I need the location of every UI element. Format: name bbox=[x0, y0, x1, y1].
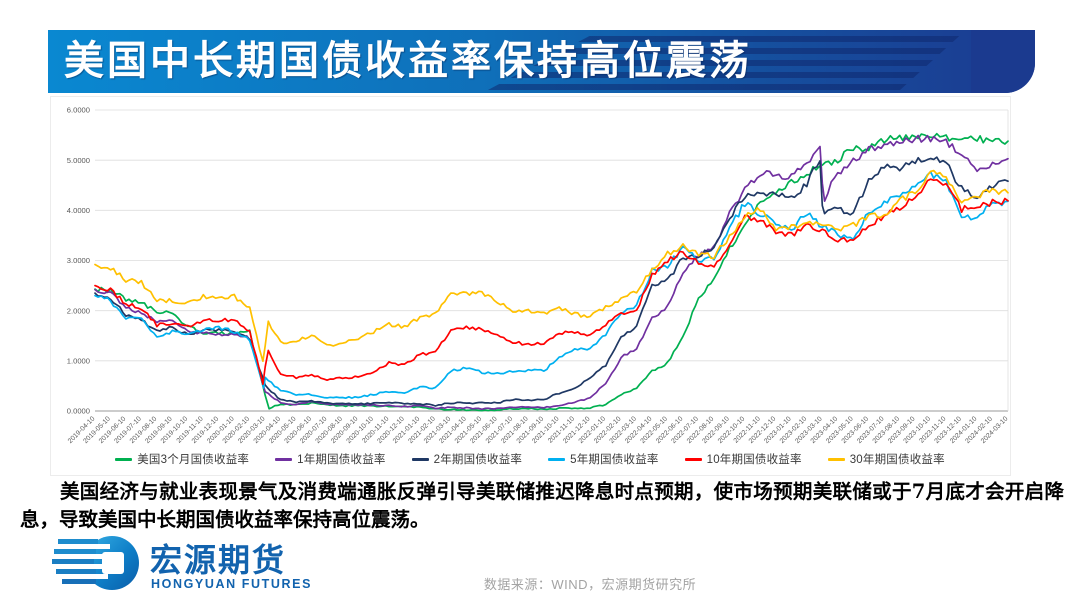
x-axis-labels: 2019-04-102019-05-102019-06-102019-07-10… bbox=[67, 415, 1010, 445]
legend-label: 1年期国债收益率 bbox=[297, 454, 386, 466]
legend-item: 10年期国债收益率 bbox=[684, 451, 802, 467]
series-line bbox=[94, 156, 1009, 407]
legend-label: 5年期国债收益率 bbox=[570, 454, 659, 466]
header-banner: 美国中长期国债收益率保持高位震荡 bbox=[48, 30, 1035, 93]
svg-text:1.0000: 1.0000 bbox=[67, 356, 90, 365]
legend-label: 10年期国债收益率 bbox=[706, 454, 802, 466]
hongyuan-logo: 宏源期货 HONGYUAN FUTURES bbox=[52, 536, 312, 591]
svg-text:6.0000: 6.0000 bbox=[67, 106, 90, 115]
svg-text:5.0000: 5.0000 bbox=[67, 156, 90, 165]
series-line bbox=[94, 132, 1009, 412]
logo-en-text: HONGYUAN FUTURES bbox=[151, 577, 312, 591]
legend-label: 美国3个月国债收益率 bbox=[137, 454, 250, 466]
legend-label: 30年期国债收益率 bbox=[849, 454, 945, 466]
gridlines bbox=[95, 109, 1009, 412]
chart-legend: 美国3个月国债收益率 1年期国债收益率 2年期国债收益率 5年期国债收益率 10年期国债… bbox=[50, 451, 1010, 467]
legend-item: 30年期国债收益率 bbox=[827, 451, 945, 467]
legend-marker bbox=[684, 457, 702, 461]
yield-chart-svg: 0.0000 1.0000 2.0000 3.0000 4.0000 5.0000 6.00… bbox=[67, 106, 1010, 445]
series-lines bbox=[94, 132, 1009, 412]
svg-text:0.0000: 0.0000 bbox=[67, 407, 90, 416]
svg-text:4.0000: 4.0000 bbox=[67, 206, 90, 215]
data-source-note: 数据来源：WIND，宏源期货研究所 bbox=[483, 577, 697, 592]
series-line bbox=[94, 134, 1009, 411]
commentary-text: 美国经济与就业表现景气及消费端通胀反弹引导美联储推迟降息时点预期，使市场预期美联… bbox=[20, 480, 1064, 531]
legend-item: 1年期国债收益率 bbox=[275, 451, 386, 467]
legend-item: 2年期国债收益率 bbox=[411, 451, 523, 467]
svg-text:2.0000: 2.0000 bbox=[67, 306, 90, 315]
y-axis-labels: 0.0000 1.0000 2.0000 3.0000 4.0000 5.0000 6.00… bbox=[67, 106, 90, 416]
legend-label: 2年期国债收益率 bbox=[433, 454, 523, 466]
legend-marker bbox=[548, 457, 566, 461]
legend-marker bbox=[827, 457, 845, 461]
legend-marker bbox=[115, 457, 133, 461]
page-title: 美国中长期国债收益率保持高位震荡 bbox=[64, 37, 752, 84]
legend-marker bbox=[275, 457, 293, 461]
banner-right-cap bbox=[971, 30, 1035, 93]
legend-item: 美国3个月国债收益率 bbox=[115, 451, 249, 467]
svg-text:3.0000: 3.0000 bbox=[67, 256, 90, 265]
hongyuan-logo-icon bbox=[52, 536, 139, 590]
series-line bbox=[94, 178, 1009, 386]
legend-marker bbox=[411, 457, 429, 461]
logo-cn-text: 宏源期货 bbox=[150, 541, 286, 579]
legend-item: 5年期国债收益率 bbox=[548, 451, 659, 467]
series-line bbox=[94, 170, 1009, 400]
chart-frame bbox=[50, 96, 1011, 476]
series-line bbox=[94, 169, 1009, 363]
